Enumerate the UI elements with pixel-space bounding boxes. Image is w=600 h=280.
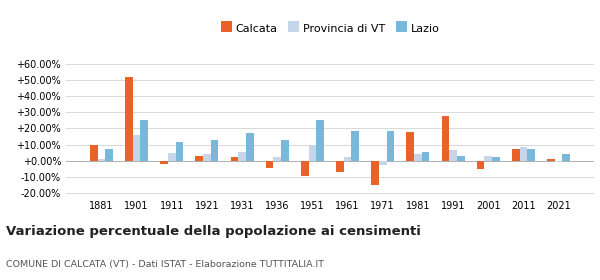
Bar <box>484 156 492 161</box>
Bar <box>301 161 308 176</box>
Text: Variazione percentuale della popolazione ai censimenti: Variazione percentuale della popolazione… <box>6 225 421 238</box>
Legend: Calcata, Provincia di VT, Lazio: Calcata, Provincia di VT, Lazio <box>216 20 444 39</box>
Bar <box>203 154 211 161</box>
Bar <box>246 133 254 161</box>
Bar <box>512 149 520 161</box>
Bar <box>344 157 352 161</box>
Bar <box>125 77 133 161</box>
Bar <box>274 157 281 161</box>
Bar <box>547 159 555 161</box>
Bar <box>176 142 183 161</box>
Bar <box>266 161 274 168</box>
Bar <box>98 159 105 161</box>
Bar <box>105 149 113 161</box>
Bar <box>492 157 500 161</box>
Bar <box>140 120 148 161</box>
Bar <box>352 131 359 161</box>
Bar <box>414 154 422 161</box>
Bar <box>371 161 379 185</box>
Bar <box>211 140 218 161</box>
Bar <box>449 150 457 161</box>
Bar <box>308 144 316 161</box>
Bar <box>457 156 464 161</box>
Bar <box>90 144 98 161</box>
Bar <box>520 147 527 161</box>
Bar <box>160 161 168 164</box>
Bar <box>238 152 246 161</box>
Bar <box>555 161 562 162</box>
Bar <box>379 161 386 165</box>
Bar <box>406 132 414 161</box>
Bar <box>168 153 176 161</box>
Bar <box>196 156 203 161</box>
Bar <box>527 148 535 161</box>
Bar <box>336 161 344 172</box>
Bar <box>477 161 484 169</box>
Bar <box>316 120 324 161</box>
Bar <box>422 152 430 161</box>
Text: COMUNE DI CALCATA (VT) - Dati ISTAT - Elaborazione TUTTITALIA.IT: COMUNE DI CALCATA (VT) - Dati ISTAT - El… <box>6 260 324 269</box>
Bar <box>442 116 449 161</box>
Bar <box>281 140 289 161</box>
Bar <box>562 154 570 161</box>
Bar <box>230 157 238 161</box>
Bar <box>386 131 394 161</box>
Bar <box>133 135 140 161</box>
